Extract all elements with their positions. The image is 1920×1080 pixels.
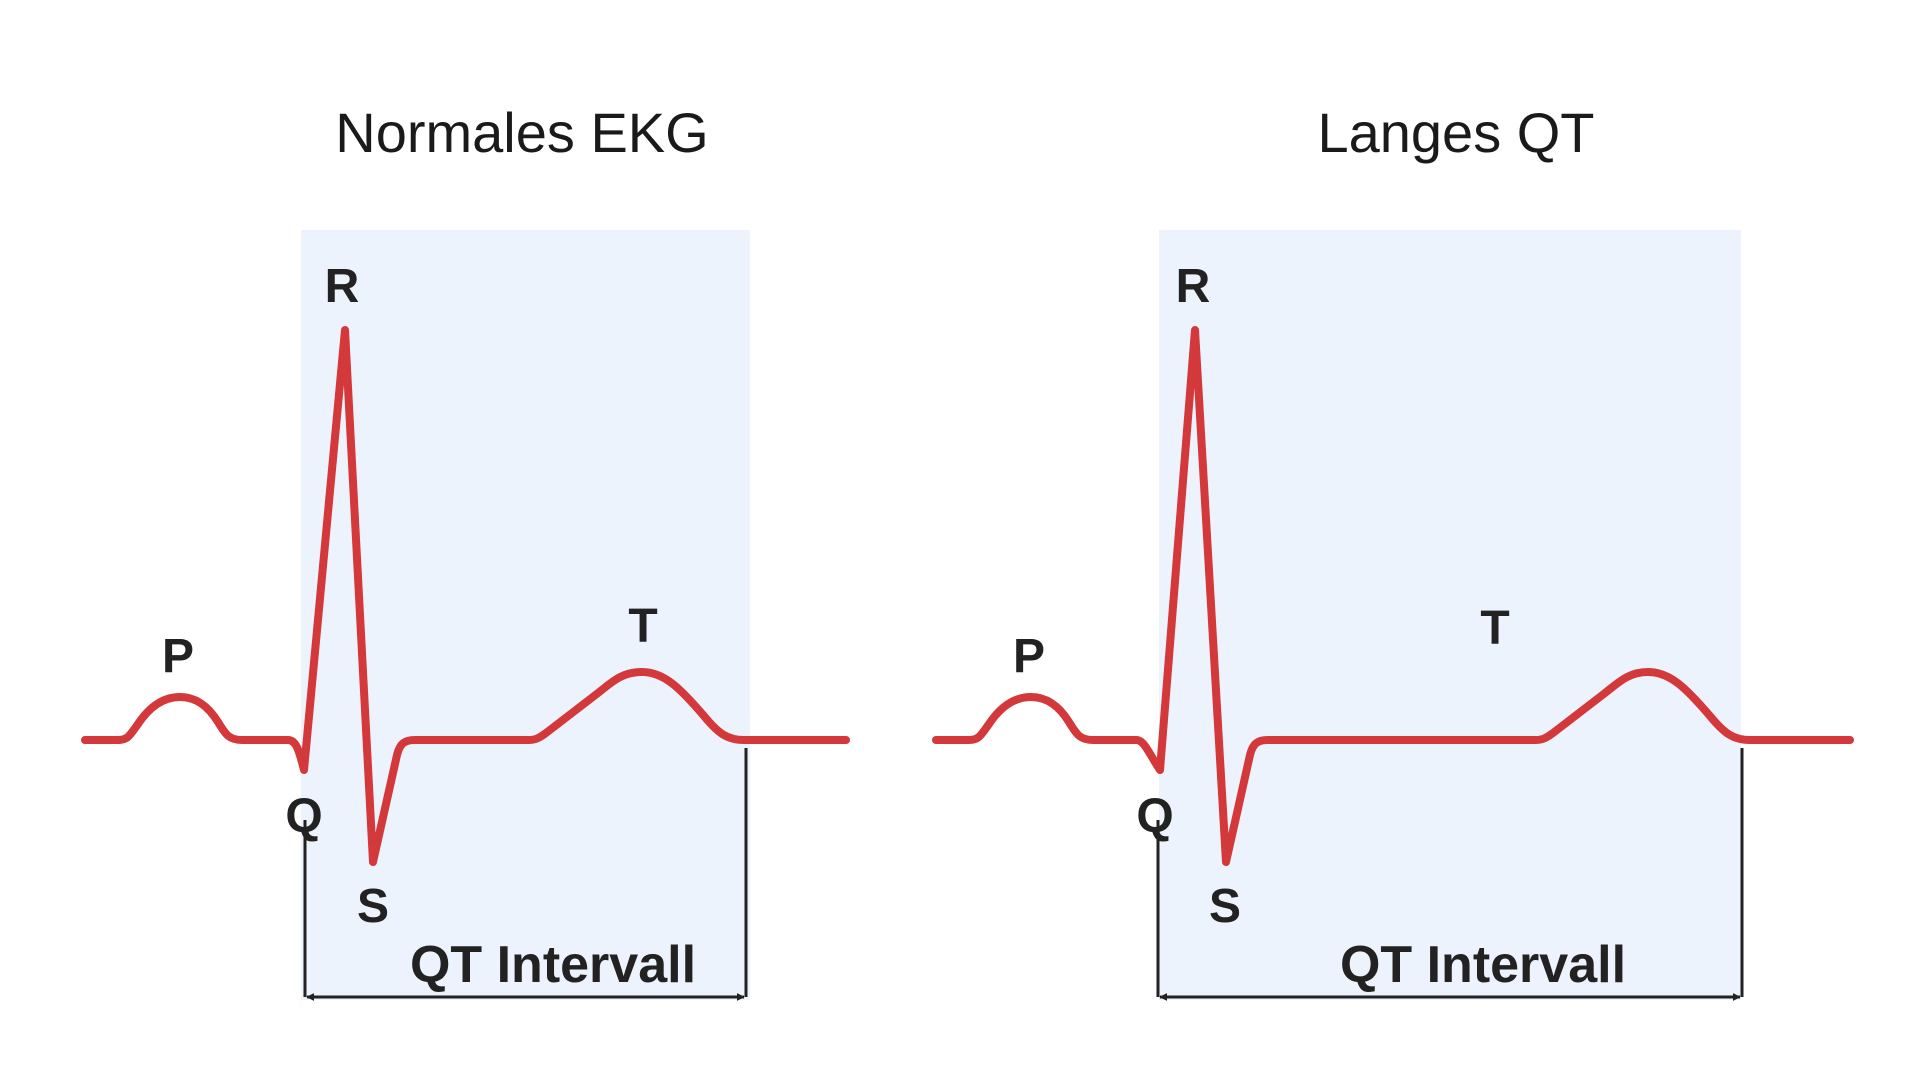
ecg-trace-long	[932, 326, 1854, 866]
ecg-trace-normal	[81, 326, 850, 866]
wave-label-p-long: P	[1013, 630, 1045, 683]
panel-title-long: Langes QT	[1317, 101, 1594, 164]
wave-label-s-long: S	[1209, 880, 1241, 933]
wave-label-t-long: T	[1480, 602, 1509, 655]
wave-label-t-normal: T	[628, 600, 657, 653]
wave-label-r-normal: R	[325, 260, 360, 313]
wave-label-p-normal: P	[162, 630, 194, 683]
wave-label-s-normal: S	[357, 880, 389, 933]
panel-title-normal: Normales EKG	[335, 101, 708, 164]
qt-interval-highlight-long	[1159, 230, 1741, 1000]
wave-label-q-long: Q	[1136, 790, 1173, 843]
qt-interval-label-normal: QT Intervall	[410, 936, 696, 994]
panel-normal-ecg: Normales EKG P R Q S T QT Intervall	[81, 101, 850, 1001]
qt-interval-label-long: QT Intervall	[1340, 936, 1626, 994]
wave-label-r-long: R	[1176, 260, 1211, 313]
qt-interval-highlight-normal	[301, 230, 750, 1000]
panel-long-qt: Langes QT P R Q S T QT Intervall	[932, 101, 1854, 1001]
